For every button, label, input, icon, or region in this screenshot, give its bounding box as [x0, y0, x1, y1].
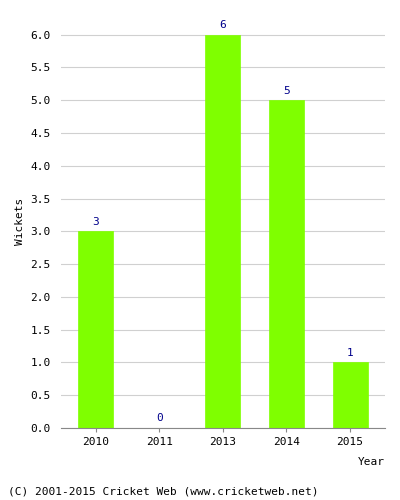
Bar: [269, 100, 304, 428]
Bar: [205, 34, 240, 428]
Text: Year: Year: [358, 457, 385, 467]
Bar: [332, 362, 368, 428]
Bar: [78, 232, 113, 428]
Text: 6: 6: [219, 20, 226, 30]
Text: 5: 5: [283, 86, 290, 96]
Text: 1: 1: [347, 348, 353, 358]
Text: (C) 2001-2015 Cricket Web (www.cricketweb.net): (C) 2001-2015 Cricket Web (www.cricketwe…: [8, 487, 318, 497]
Text: 0: 0: [156, 414, 162, 424]
Y-axis label: Wickets: Wickets: [15, 198, 25, 245]
Text: 3: 3: [92, 217, 99, 227]
